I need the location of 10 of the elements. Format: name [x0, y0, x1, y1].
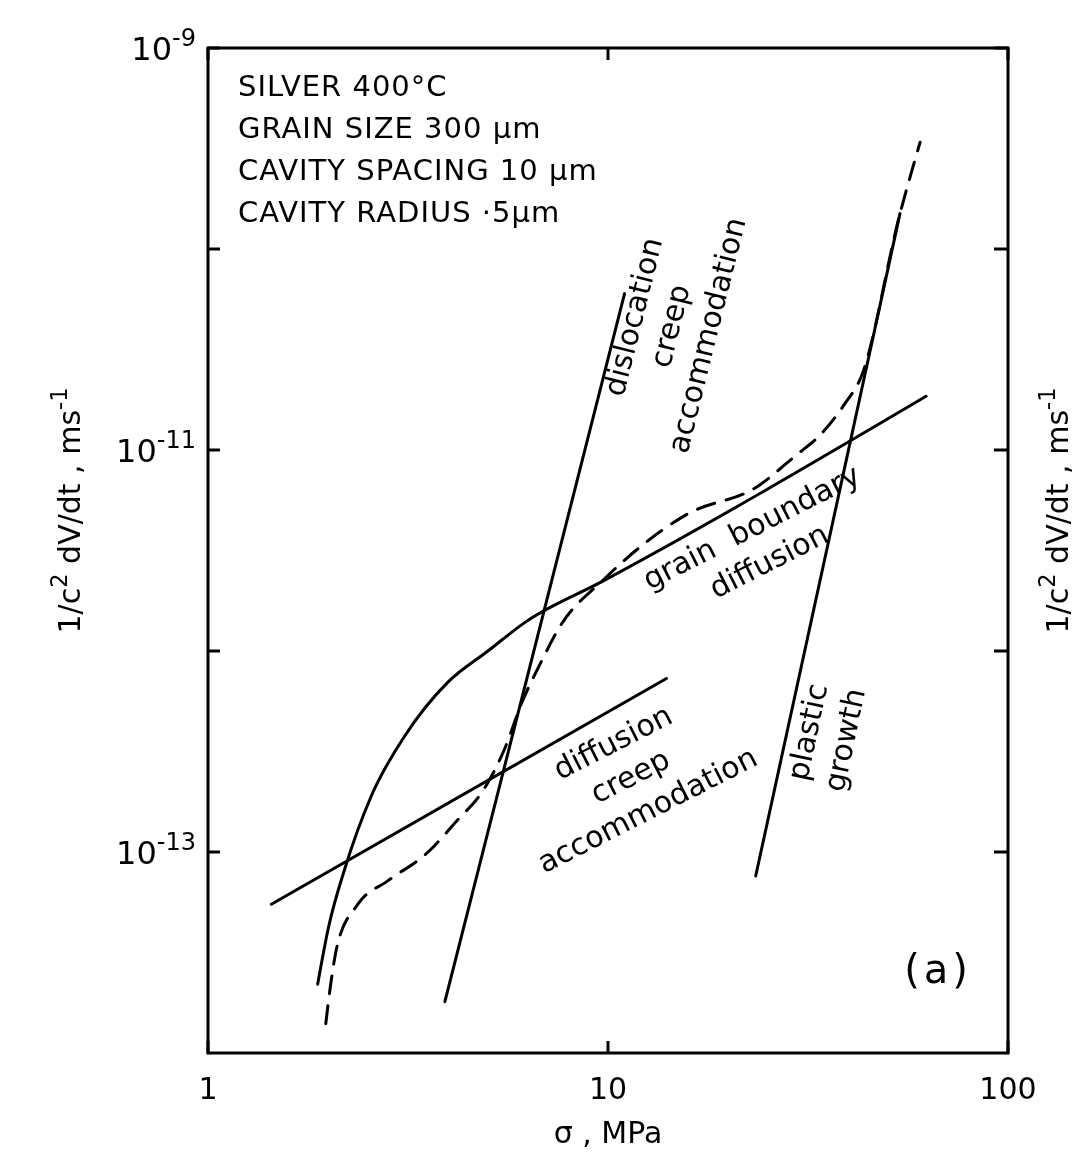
annotation: (a) [904, 946, 972, 992]
y-tick-label: 10$^{-13}$ [116, 828, 196, 872]
y-tick-label: 10$^{-11}$ [116, 426, 196, 470]
annotation: SILVER 400°C GRAIN SIZE 300 µm CAVITY SPACING 10 µm CAVITY RADIUS ·5µm [238, 69, 598, 229]
x-tick-label: 10 [588, 1071, 628, 1106]
y-tick-label: 10$^{-9}$ [131, 24, 196, 68]
x-tick-label: 1 [198, 1071, 218, 1106]
x-axis-title: σ , MPa [553, 1115, 663, 1150]
x-tick-label: 100 [979, 1071, 1037, 1106]
annotation: plastic growth [779, 680, 873, 795]
